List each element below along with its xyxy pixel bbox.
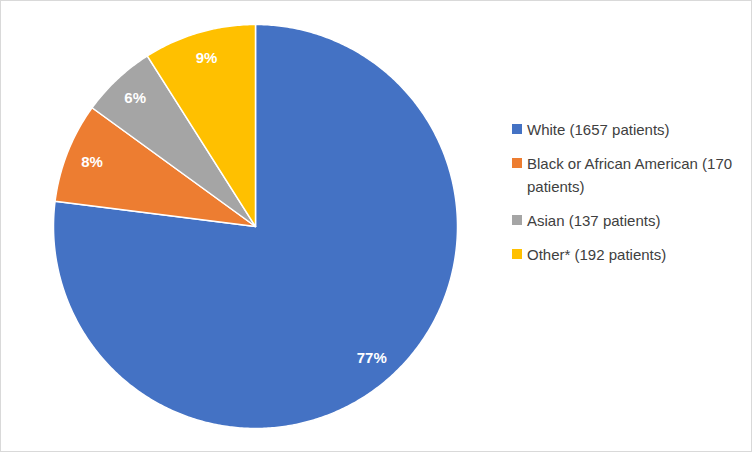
html-text:Other* (192 patients): Other* (192 patients) <box>527 246 667 263</box>
svg-text:8%: 8% <box>81 153 103 170</box>
html-text:Asian (137 patients): Asian (137 patients) <box>527 212 661 229</box>
svg-text:6%: 6% <box>124 89 146 106</box>
svg-text:9%: 9% <box>196 49 218 66</box>
html-text:White (1657 patients): White (1657 patients) <box>527 121 670 138</box>
svg-text:77%: 77% <box>357 349 387 366</box>
html-text:Black or African American (170: Black or African American (170 patients) <box>527 155 733 195</box>
